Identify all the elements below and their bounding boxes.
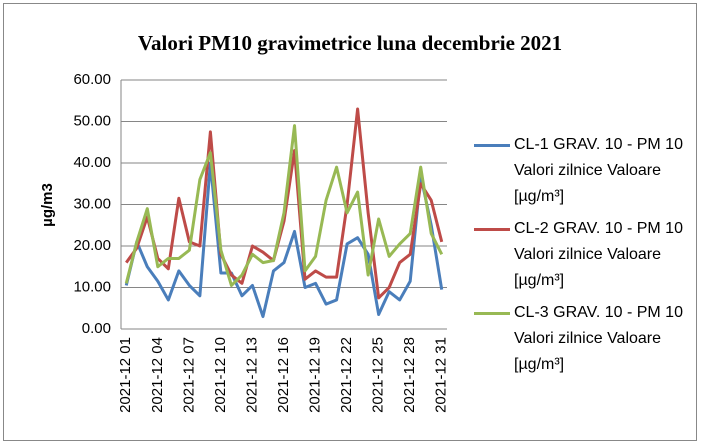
x-tick-label: 2021-12 07 (180, 337, 197, 413)
chart-title: Valori PM10 gravimetrice luna decembrie … (138, 31, 562, 55)
y-tick-label: 20.00 (73, 237, 111, 254)
legend-label: CL-2 GRAV. 10 - PM 10 Valori zilnice Val… (514, 220, 683, 289)
x-tick-label: 2021-12 10 (212, 337, 229, 413)
series-line (124, 124, 444, 287)
y-tick-label: 40.00 (73, 154, 111, 171)
legend-label: CL-1 GRAV. 10 - PM 10 Valori zilnice Val… (514, 136, 683, 205)
y-tick-label: 30.00 (73, 195, 111, 212)
legend-swatch (474, 312, 510, 315)
legend-item: CL-1 GRAV. 10 - PM 10 Valori zilnice Val… (474, 132, 689, 210)
chart-border (3, 3, 697, 441)
y-tick-label: 50.00 (73, 112, 111, 129)
x-tick-label: 2021-12 04 (149, 337, 166, 413)
y-tick-label: 0.00 (82, 320, 111, 337)
x-tick-label: 2021-12 16 (275, 337, 292, 413)
legend-label: CL-3 GRAV. 10 - PM 10 Valori zilnice Val… (514, 304, 683, 373)
y-tick-label: 60.00 (73, 71, 111, 88)
x-tick-label: 2021-12 01 (117, 337, 134, 413)
x-tick-label: 2021-12 28 (401, 337, 418, 413)
legend-item: CL-2 GRAV. 10 - PM 10 Valori zilnice Val… (474, 216, 689, 294)
legend: CL-1 GRAV. 10 - PM 10 Valori zilnice Val… (474, 132, 689, 384)
legend-swatch (474, 228, 510, 231)
x-tick-label: 2021-12 13 (243, 337, 260, 413)
series-line (125, 107, 444, 300)
legend-item: CL-3 GRAV. 10 - PM 10 Valori zilnice Val… (474, 300, 689, 378)
y-tick-label: 10.00 (73, 278, 111, 295)
x-tick-label: 2021-12 19 (307, 337, 324, 413)
x-tick-label: 2021-12 22 (338, 337, 355, 413)
y-axis-label: µg/m3 (39, 183, 56, 227)
legend-swatch (474, 144, 510, 147)
x-tick-label: 2021-12 25 (370, 337, 387, 413)
x-tick-label: 2021-12 31 (433, 337, 450, 413)
series-line (124, 161, 444, 319)
